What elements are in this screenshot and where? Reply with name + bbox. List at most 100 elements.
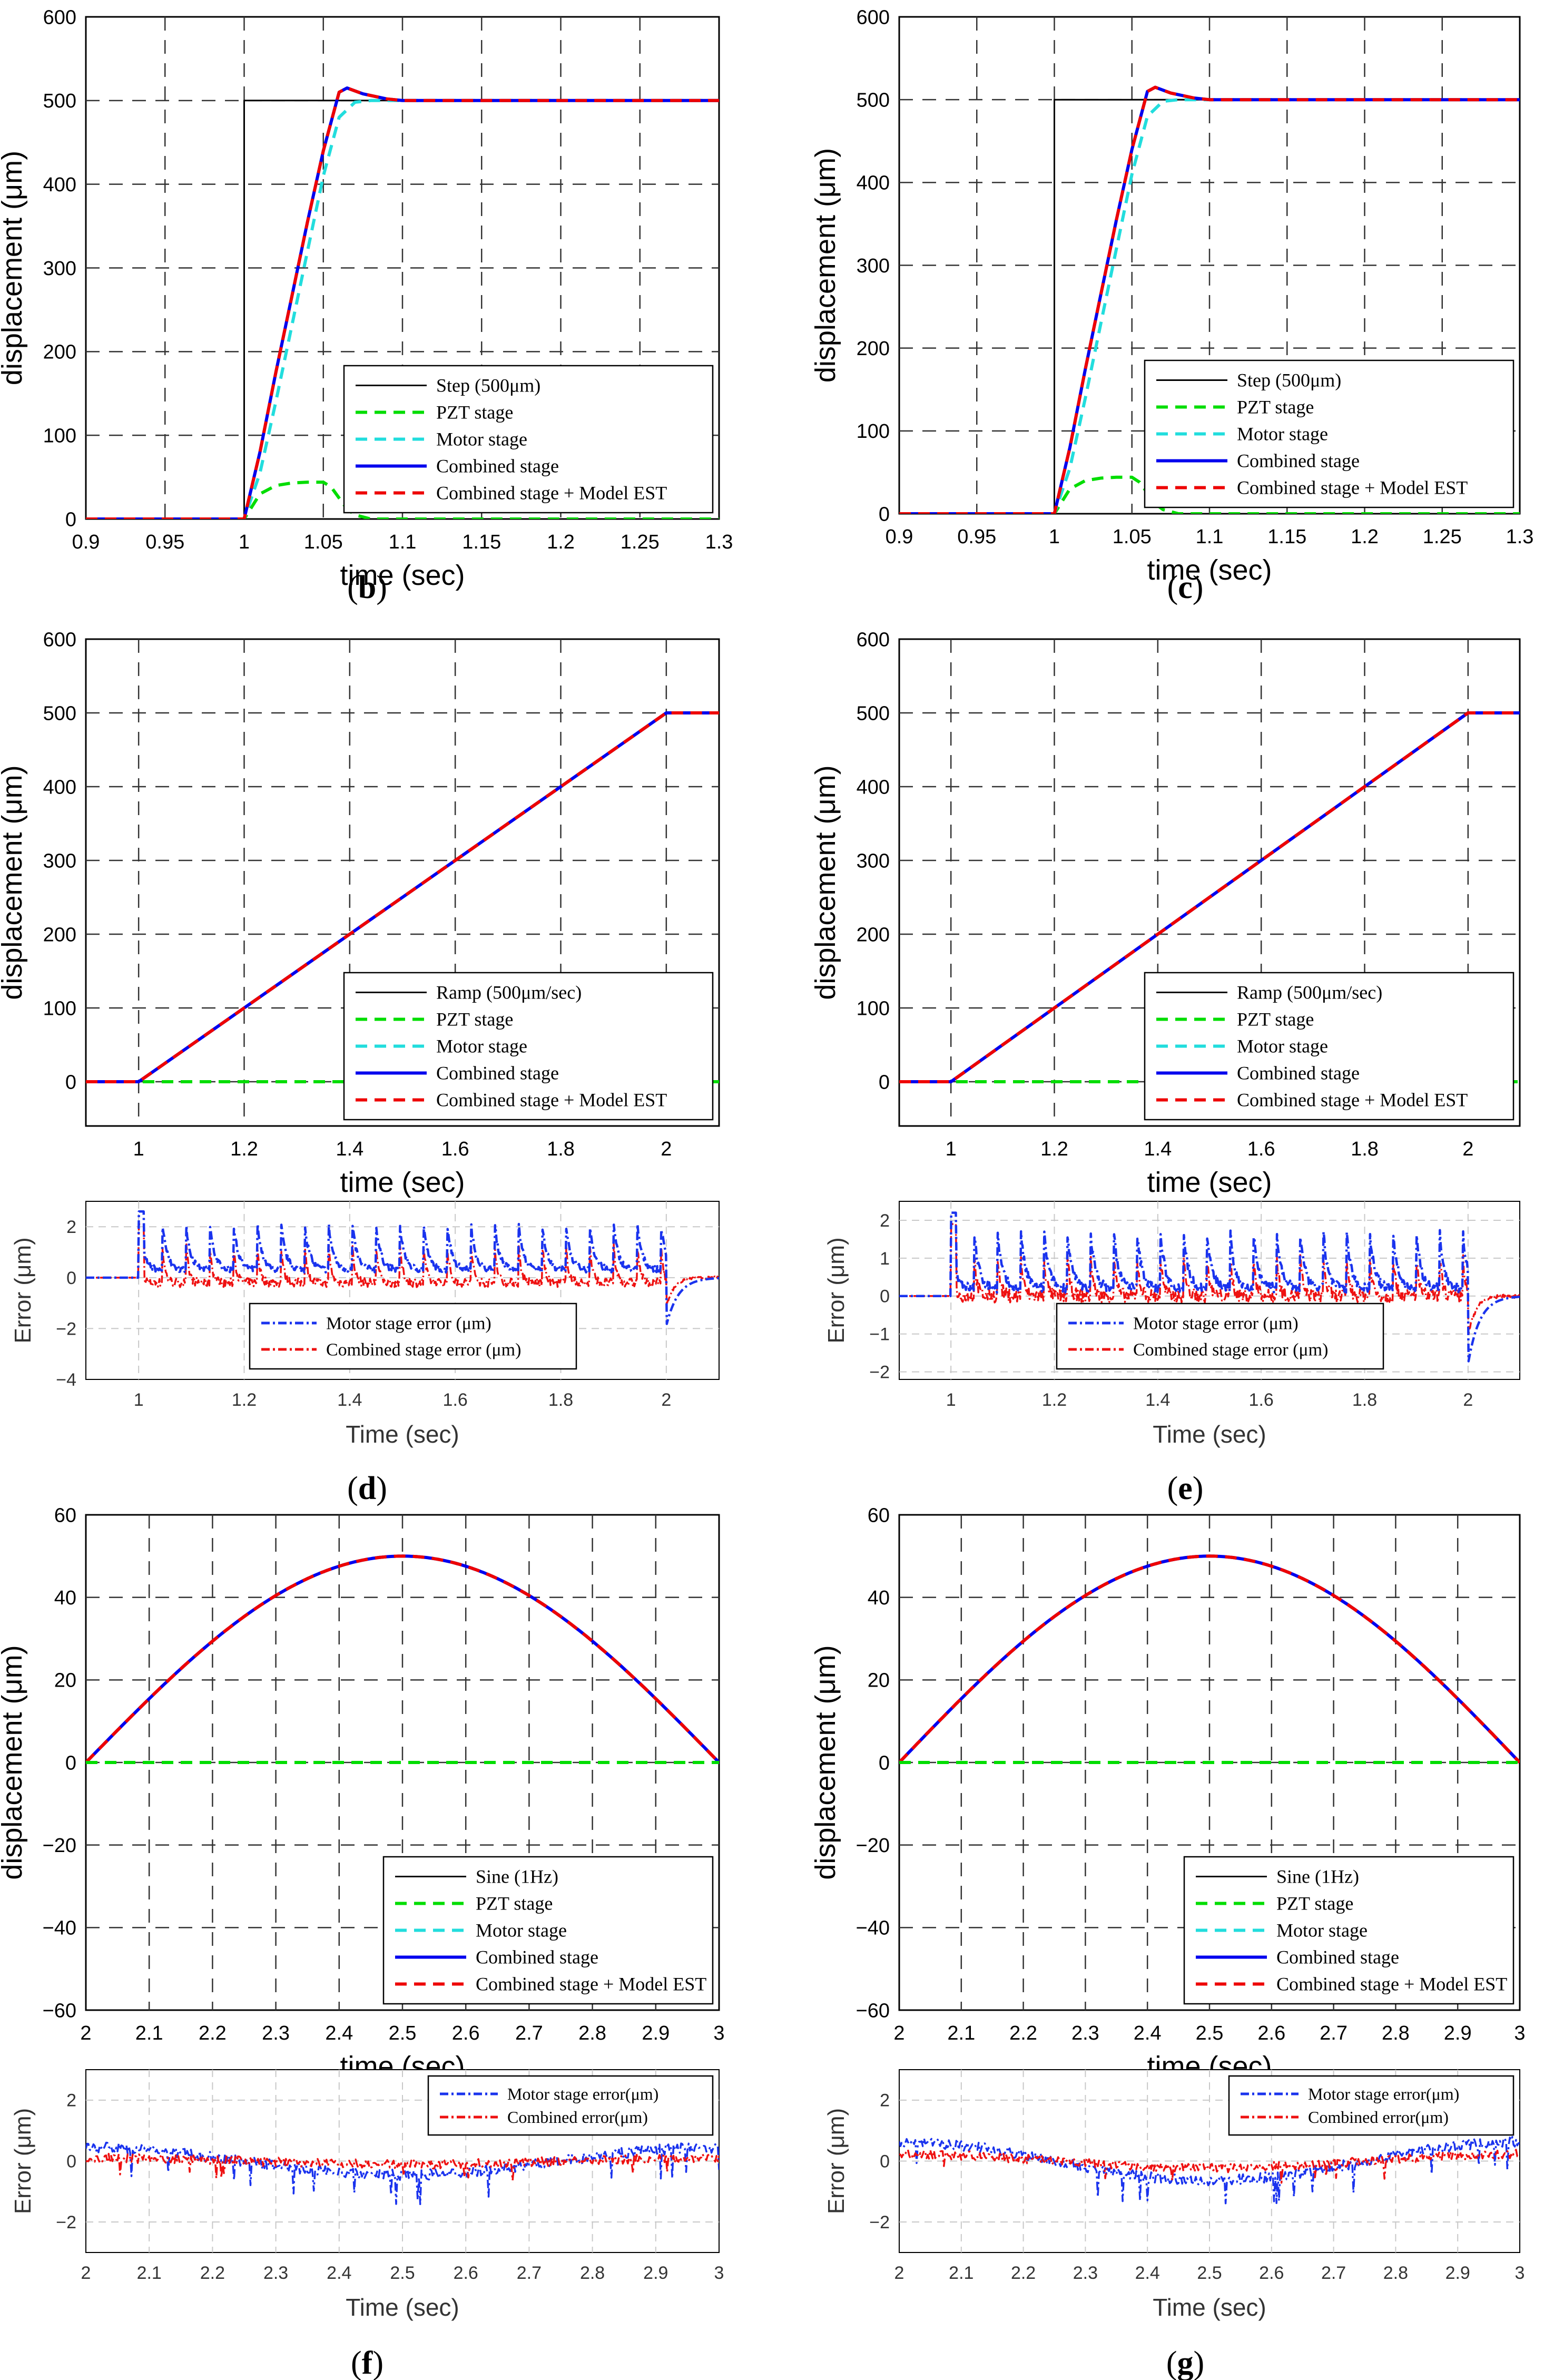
y-tick-label: −1 — [869, 1325, 890, 1345]
x-tick-label: 1.4 — [1145, 1390, 1170, 1410]
y-tick-label: −2 — [56, 2212, 76, 2232]
x-axis-label: Time (sec) — [1153, 1421, 1266, 1448]
panel-label-paren: ) — [1193, 570, 1204, 605]
y-axis-label: Error (μm) — [10, 2108, 36, 2214]
legend-entry: Motor stage error (μm) — [1133, 1314, 1299, 1334]
x-tick-label: 0.9 — [886, 526, 913, 548]
y-tick-label: 0 — [879, 503, 890, 525]
legend-entry: Combined stage error (μm) — [1133, 1340, 1328, 1360]
x-tick-label: 3 — [714, 2263, 724, 2283]
x-tick-label: 1.6 — [1247, 1138, 1275, 1160]
legend-entry: PZT stage — [436, 1009, 513, 1030]
x-tick-label: 1.2 — [1040, 1138, 1068, 1160]
y-tick-label: 100 — [857, 997, 890, 1020]
legend-entry: Ramp (500μm/sec) — [1237, 982, 1382, 1003]
x-tick-label: 2.8 — [578, 2022, 606, 2044]
y-tick-label: 0 — [879, 1752, 890, 1774]
y-tick-label: 600 — [43, 629, 76, 651]
x-tick-label: 2.7 — [515, 2022, 543, 2044]
x-tick-label: 2.5 — [389, 2022, 417, 2044]
y-tick-label: 60 — [868, 1504, 890, 1526]
legend: Ramp (500μm/sec) PZT stage Motor stage Comb… — [1144, 972, 1515, 1121]
x-tick-label: 1.3 — [1506, 526, 1534, 548]
x-tick-label: 2.3 — [1071, 2022, 1099, 2044]
y-tick-label: 2 — [880, 1211, 890, 1231]
panel-label: (g) — [1166, 2345, 1204, 2380]
legend-box — [1144, 359, 1515, 508]
legend-entry: Combined stage — [1237, 1063, 1360, 1084]
x-tick-label: 1.8 — [1351, 1138, 1379, 1160]
x-tick-label: 1.15 — [462, 531, 501, 553]
x-tick-label: 0.95 — [957, 526, 996, 548]
x-tick-label: 2.1 — [949, 2263, 973, 2283]
x-tick-label: 1 — [133, 1138, 144, 1160]
x-tick-label: 2.9 — [642, 2022, 670, 2044]
x-tick-label: 2 — [661, 1390, 671, 1410]
legend-entry: Motor stage — [1276, 1920, 1368, 1941]
legend-entry: Combined stage — [1276, 1947, 1399, 1968]
y-tick-label: 500 — [857, 89, 890, 111]
legend-box — [1056, 1302, 1384, 1370]
x-tick-label: 2 — [894, 2263, 904, 2283]
y-tick-label: −2 — [869, 2212, 890, 2232]
x-tick-label: 3 — [1514, 2022, 1525, 2044]
legend-entry: PZT stage — [436, 402, 513, 423]
x-tick-label: 1.6 — [441, 1138, 469, 1160]
x-tick-label: 2.3 — [262, 2022, 290, 2044]
y-tick-label: −20 — [43, 1835, 76, 1857]
y-tick-label: 2 — [880, 2091, 890, 2111]
legend-entry: Combined stage + Model EST — [1237, 1090, 1468, 1111]
x-tick-label: 2.9 — [1444, 2022, 1472, 2044]
legend-entry: Combined stage + Model EST — [436, 1090, 667, 1111]
x-tick-label: 1.4 — [337, 1390, 362, 1410]
x-tick-label: 1 — [946, 1138, 957, 1160]
y-tick-label: 300 — [43, 850, 76, 872]
x-tick-label: 1.8 — [547, 1138, 575, 1160]
x-tick-label: 1.25 — [1423, 526, 1462, 548]
x-tick-label: 1.1 — [1196, 526, 1224, 548]
panel-label-paren: ( — [1166, 2345, 1177, 2380]
x-tick-label: 2 — [661, 1138, 672, 1160]
x-tick-label: 2.6 — [452, 2022, 480, 2044]
x-tick-label: 1 — [1049, 526, 1060, 548]
y-tick-label: 200 — [43, 341, 76, 364]
x-tick-label: 1.05 — [1113, 526, 1152, 548]
y-tick-label: 60 — [54, 1504, 76, 1526]
y-tick-label: −2 — [869, 1363, 890, 1383]
panel-label-paren: ( — [347, 1471, 358, 1506]
panel-label: (d) — [347, 1471, 387, 1506]
legend: Sine (1Hz) PZT stage Motor stage Combined s… — [1183, 1856, 1515, 2005]
y-tick-label: 2 — [66, 1217, 76, 1237]
chart-c: 0.9 0.95 1 1.05 1.1 1.15 1.2 1.25 1.3 0 100 200 300 4… — [810, 6, 1533, 586]
series-motor-error — [86, 1210, 719, 1325]
y-tick-label: 20 — [54, 1670, 76, 1692]
legend-entry: Combined stage — [1237, 450, 1360, 472]
legend-box — [249, 1302, 577, 1370]
x-tick-label: 1.2 — [1042, 1390, 1067, 1410]
y-tick-label: 100 — [857, 420, 890, 443]
y-tick-label: 400 — [857, 776, 890, 798]
panel-label-letter: f — [362, 2345, 373, 2380]
panel-label-letter: g — [1177, 2345, 1194, 2380]
x-tick-label: 1.4 — [1144, 1138, 1172, 1160]
y-tick-label: 0 — [879, 1071, 890, 1093]
legend-entry: Combined stage — [436, 456, 559, 477]
y-tick-label: 0 — [65, 508, 76, 531]
y-tick-label: 2 — [66, 2091, 76, 2111]
x-tick-label: 1.2 — [232, 1390, 257, 1410]
x-tick-label: 1 — [239, 531, 250, 553]
legend-entry: Motor stage — [1237, 1036, 1328, 1057]
y-tick-label: 0 — [66, 1268, 76, 1288]
y-tick-label: 0 — [66, 2151, 76, 2171]
y-tick-label: −4 — [56, 1370, 76, 1390]
legend: Motor stage error(μm) Combined error(μm) — [427, 2075, 714, 2136]
legend-entry: Combined stage error (μm) — [326, 1340, 521, 1360]
y-tick-label: 200 — [857, 924, 890, 946]
y-tick-label: 500 — [43, 90, 76, 112]
panel-label-paren: ( — [347, 570, 358, 605]
y-tick-label: 20 — [868, 1670, 890, 1692]
series-est — [86, 1554, 719, 1764]
y-axis-label: displacement (μm) — [0, 765, 28, 1000]
y-axis-label: displacement (μm) — [810, 1645, 841, 1879]
panel-label: (f) — [351, 2345, 383, 2380]
